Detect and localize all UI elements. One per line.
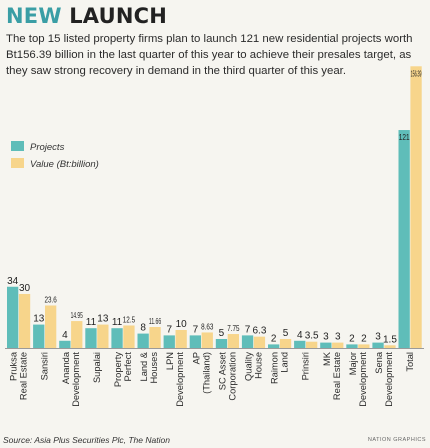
bar-value-13 — [358, 344, 370, 348]
bar-projects-1 — [33, 324, 45, 348]
category-label-12: MKReal Estate — [322, 351, 342, 400]
data-label-value-8: 7.75 — [227, 323, 240, 333]
data-label-projects-7: 7 — [193, 324, 199, 335]
legend-label-projects: Projects — [30, 142, 65, 153]
bar-value-2 — [71, 321, 83, 348]
page-title: NEW LAUNCH — [6, 4, 167, 28]
source-note: Source: Asia Plus Securities Plc, The Na… — [3, 435, 170, 445]
legend-swatch-projects — [11, 141, 24, 151]
legend-label-value: Value (Bt:billion) — [30, 159, 99, 170]
bar-projects-0 — [7, 286, 19, 348]
category-label-4: PropertyPerfect — [113, 352, 133, 388]
bar-projects-11 — [294, 340, 306, 348]
bar-projects-3 — [85, 328, 97, 348]
subtitle: The top 15 listed property firms plan to… — [6, 33, 413, 77]
data-label-value-3: 13 — [97, 314, 109, 325]
data-label-value-4: 12.5 — [123, 314, 136, 324]
data-label-projects-2: 4 — [62, 330, 68, 341]
data-label-projects-14: 3 — [375, 332, 381, 343]
category-label-2: AnandaDevelopment — [61, 351, 81, 407]
category-label-11: Prinsiri — [301, 352, 311, 380]
category-label-9: QualityHouse — [244, 352, 264, 381]
bar-value-5 — [149, 327, 161, 348]
data-label-value-9: 6.3 — [252, 326, 266, 337]
bar-projects-13 — [346, 344, 358, 348]
bar-value-12 — [332, 342, 344, 348]
bar-value-11 — [306, 341, 318, 348]
data-label-projects-8: 5 — [219, 328, 225, 339]
data-label-projects-11: 4 — [297, 330, 303, 341]
title-new: NEW — [6, 4, 70, 28]
category-label-14: SenaDevelopment — [374, 351, 394, 407]
bar-projects-9 — [241, 335, 254, 348]
bar-value-15 — [410, 66, 422, 348]
bar-value-14 — [384, 345, 396, 348]
data-label-value-6: 10 — [176, 319, 188, 330]
data-label-projects-1: 13 — [33, 314, 45, 325]
data-label-projects-12: 3 — [323, 332, 329, 343]
bar-value-0 — [18, 293, 31, 348]
bar-value-7 — [201, 332, 213, 348]
legend: Projects Value (Bt:billion) — [11, 141, 99, 170]
data-label-value-11: 3.5 — [305, 331, 319, 342]
data-label-projects-13: 2 — [349, 333, 355, 344]
bar-projects-8 — [215, 338, 228, 348]
data-label-value-5: 11.66 — [149, 316, 161, 326]
data-label-value-14: 1.5 — [383, 334, 397, 345]
legend-swatch-value — [11, 158, 24, 168]
bar-projects-7 — [189, 335, 201, 348]
bar-projects-15 — [398, 130, 410, 348]
title-launch: LAUNCH — [69, 4, 168, 28]
bar-projects-14 — [372, 342, 384, 348]
bar-projects-12 — [320, 342, 332, 348]
bar-value-9 — [253, 336, 266, 348]
bar-value-4 — [123, 325, 135, 348]
category-label-1: Sansiri — [40, 352, 50, 380]
data-label-value-12: 3 — [335, 332, 341, 343]
category-label-0: PruksaReal Estate — [9, 351, 29, 400]
bar-value-10 — [279, 338, 292, 348]
data-label-value-10: 5 — [283, 328, 289, 339]
data-label-projects-3: 11 — [86, 317, 97, 328]
data-label-projects-15: 121 — [399, 133, 410, 142]
category-label-8: SC AssetCorporation — [217, 352, 237, 401]
x-axis-labels: PruksaReal Estate Sansiri AnandaDevelopmen… — [9, 351, 416, 407]
category-label-3: Supalai — [92, 352, 102, 383]
bar-value-1 — [45, 305, 57, 348]
bar-value-8 — [227, 334, 239, 348]
data-label-value-15: 156.39 — [411, 69, 422, 78]
bar-projects-4 — [111, 328, 123, 348]
data-label-projects-10: 2 — [271, 333, 277, 344]
bar-projects-2 — [59, 340, 71, 348]
data-label-value-0: 30 — [19, 283, 31, 294]
bar-projects-6 — [163, 335, 175, 348]
data-label-value-13: 2 — [361, 333, 367, 344]
bar-value-6 — [175, 329, 187, 348]
data-label-projects-0: 34 — [7, 276, 19, 287]
data-label-value-7: 8.63 — [201, 321, 214, 331]
graphics-credit: NATION GRAPHICS — [367, 437, 426, 443]
category-label-15: Total — [405, 352, 415, 372]
category-label-10: RaimonLand — [270, 352, 290, 384]
bar-projects-10 — [268, 344, 280, 348]
category-label-7: AP(Thailand) — [191, 352, 211, 394]
data-label-projects-6: 7 — [166, 324, 172, 335]
data-label-projects-4: 11 — [112, 317, 123, 328]
bar-value-3 — [97, 324, 109, 348]
category-label-6: LPNDevelopment — [165, 352, 185, 407]
category-label-5: Land &Houses — [139, 351, 159, 383]
data-label-value-2: 14.95 — [71, 310, 83, 320]
data-label-projects-9: 7 — [245, 324, 251, 335]
data-label-value-1: 23.6 — [45, 294, 58, 304]
category-label-13: MajorDevelopment — [348, 352, 368, 407]
bar-projects-5 — [137, 333, 149, 348]
data-label-projects-5: 8 — [140, 323, 146, 334]
